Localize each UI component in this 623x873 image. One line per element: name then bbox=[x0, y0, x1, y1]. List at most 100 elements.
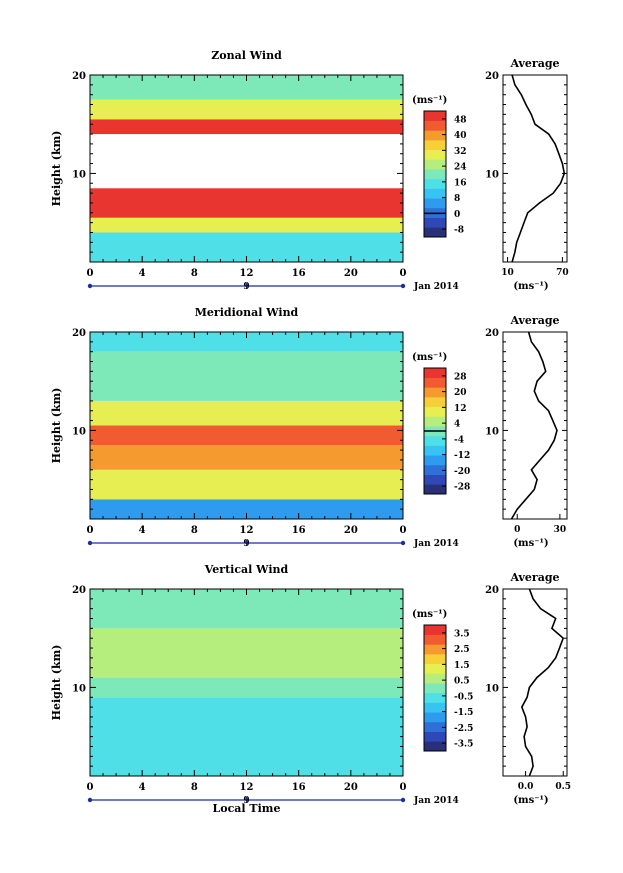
colorbar-segment bbox=[424, 227, 446, 238]
colorbar-segment bbox=[424, 692, 446, 703]
avg-y-tick-label: 20 bbox=[485, 71, 499, 82]
colorbar-tick-label: 32 bbox=[454, 147, 467, 157]
colorbar-segment bbox=[424, 198, 446, 209]
colorbar-segment bbox=[424, 377, 446, 388]
heatmap-cell bbox=[90, 628, 403, 678]
date-line-end bbox=[400, 540, 406, 546]
x-tick-label: 20 bbox=[344, 525, 358, 536]
colorbar-segment bbox=[424, 217, 446, 228]
heatmap-cell bbox=[90, 217, 403, 233]
heatmap-cell bbox=[90, 589, 403, 629]
colorbar-tick-label: -12 bbox=[454, 451, 470, 461]
x-tick-label: 8 bbox=[191, 525, 198, 536]
colorbar-segment bbox=[424, 188, 446, 199]
day-marker: 9 bbox=[243, 796, 249, 806]
colorbar-frame bbox=[423, 624, 447, 752]
colorbar-tick-label: -2.5 bbox=[454, 724, 473, 734]
y-tick-label: 20 bbox=[72, 585, 86, 596]
colorbar-tick-label: 12 bbox=[454, 404, 467, 414]
x-tick-label: 12 bbox=[240, 525, 254, 536]
colorbar-segment bbox=[424, 464, 446, 475]
colorbar-tick-label: 1.5 bbox=[454, 661, 470, 671]
colorbar-segment bbox=[424, 702, 446, 713]
x-tick-label: 0 bbox=[400, 268, 407, 279]
colorbar-tick-label: -8 bbox=[454, 226, 464, 236]
avg-y-tick-label: 20 bbox=[485, 585, 499, 596]
average-title: Average bbox=[509, 571, 559, 584]
date-label: Jan 2014 bbox=[413, 796, 459, 806]
panel-title: Zonal Wind bbox=[211, 49, 282, 62]
colorbar-tick-label: -1.5 bbox=[454, 708, 473, 718]
x-tick-label: 12 bbox=[240, 782, 254, 793]
colorbar-segment bbox=[424, 169, 446, 180]
colorbar-segment bbox=[424, 741, 446, 752]
colorbar-segment bbox=[424, 111, 446, 121]
colorbar-segment bbox=[424, 683, 446, 694]
colorbar-tick-label: -28 bbox=[454, 483, 470, 493]
colorbar-unit: (ms⁻¹) bbox=[412, 95, 447, 106]
colorbar-segment bbox=[424, 368, 446, 378]
avg-x-tick-label: 0.0 bbox=[518, 782, 534, 792]
colorbar-segment bbox=[424, 625, 446, 635]
x-tick-label: 4 bbox=[139, 525, 146, 536]
colorbar-segment bbox=[424, 130, 446, 141]
colorbar-segment bbox=[424, 159, 446, 170]
average-profile-line bbox=[510, 331, 558, 520]
date-label: Jan 2014 bbox=[413, 539, 459, 549]
y-tick-label: 20 bbox=[72, 71, 86, 82]
colorbar-segment bbox=[424, 120, 446, 131]
avg-x-tick-label: 10 bbox=[501, 268, 514, 278]
x-tick-label: 12 bbox=[240, 268, 254, 279]
y-axis-label: Height (km) bbox=[50, 131, 63, 207]
average-profile-line bbox=[520, 588, 565, 777]
colorbar-frame bbox=[423, 110, 447, 238]
avg-x-tick-label: 0 bbox=[514, 525, 520, 535]
x-tick-label: 16 bbox=[292, 525, 306, 536]
colorbar-tick-label: -3.5 bbox=[454, 740, 473, 750]
colorbar-tick-label: 3.5 bbox=[454, 629, 470, 639]
colorbar-tick-label: 48 bbox=[454, 115, 467, 125]
colorbar-tick-label: 40 bbox=[454, 131, 467, 141]
avg-y-tick-label: 10 bbox=[485, 683, 499, 694]
colorbar-tick-label: -4 bbox=[454, 435, 464, 445]
colorbar-segment bbox=[424, 406, 446, 417]
date-label: Jan 2014 bbox=[413, 282, 459, 292]
avg-x-label: (ms⁻¹) bbox=[513, 281, 548, 292]
avg-x-label: (ms⁻¹) bbox=[513, 538, 548, 549]
avg-y-tick-label: 10 bbox=[485, 169, 499, 180]
average-title: Average bbox=[509, 57, 559, 70]
heatmap-cell bbox=[90, 99, 403, 120]
colorbar-segment bbox=[424, 149, 446, 160]
average-title: Average bbox=[509, 314, 559, 327]
date-line-start bbox=[87, 283, 93, 289]
heatmap-cell bbox=[90, 677, 403, 698]
heatmap-cell bbox=[90, 469, 403, 500]
average-frame bbox=[502, 331, 568, 520]
colorbar-tick-label: 0.5 bbox=[454, 677, 470, 687]
colorbar-tick-label: 2.5 bbox=[454, 645, 470, 655]
heatmap-cell bbox=[90, 499, 403, 519]
colorbar-segment bbox=[424, 445, 446, 456]
avg-x-tick-label: 30 bbox=[554, 525, 567, 535]
panel-2: Vertical Wind 0 4 8 12 16 20 0 20 10 Height (km) 9 J… bbox=[50, 563, 571, 806]
heatmap-cell bbox=[90, 119, 403, 135]
colorbar-segment bbox=[424, 397, 446, 408]
colorbar-segment bbox=[424, 416, 446, 427]
colorbar-segment bbox=[424, 634, 446, 645]
panel-1: Meridional Wind 0 4 8 12 16 20 0 20 10 Height (km)… bbox=[50, 306, 568, 549]
colorbar-tick-label: 16 bbox=[454, 178, 467, 188]
x-tick-label: 0 bbox=[87, 782, 94, 793]
avg-x-label: (ms⁻¹) bbox=[513, 795, 548, 806]
colorbar-segment bbox=[424, 644, 446, 655]
colorbar-segment bbox=[424, 484, 446, 495]
x-tick-label: 0 bbox=[400, 782, 407, 793]
colorbar-segment bbox=[424, 654, 446, 665]
x-tick-label: 16 bbox=[292, 782, 306, 793]
y-tick-label: 10 bbox=[72, 426, 86, 437]
panel-title: Meridional Wind bbox=[195, 306, 299, 319]
colorbar-tick-label: 28 bbox=[454, 372, 467, 382]
heatmap-cell bbox=[90, 445, 403, 470]
heatmap-cell bbox=[90, 425, 403, 446]
colorbar-segment bbox=[424, 721, 446, 732]
colorbar-tick-label: -20 bbox=[454, 467, 470, 477]
